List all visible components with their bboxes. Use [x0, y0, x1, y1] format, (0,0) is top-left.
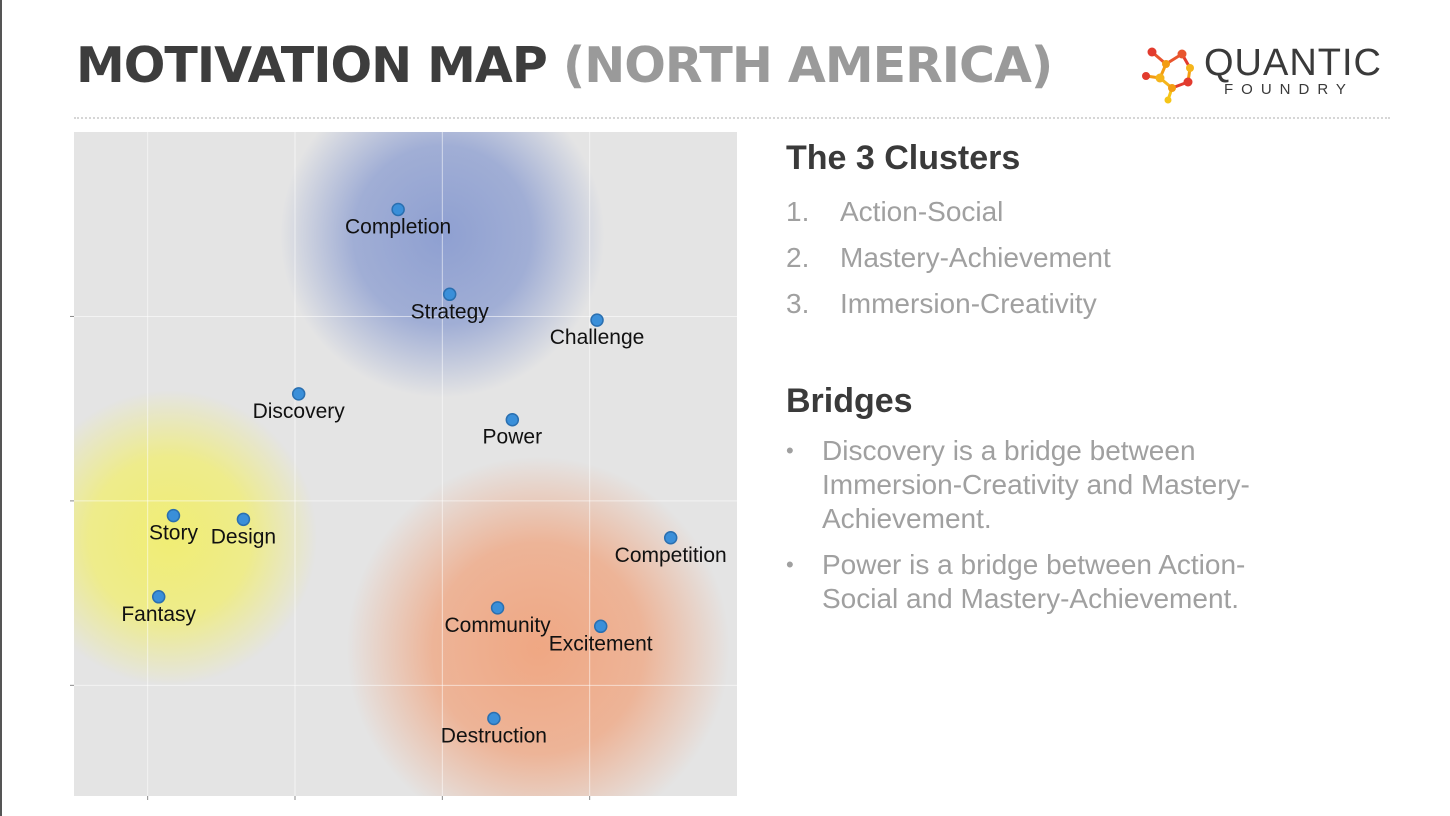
data-point-label: Community — [444, 614, 551, 637]
data-point-label: Power — [483, 426, 543, 449]
bridges-list: • Discovery is a bridge between Immersio… — [786, 434, 1386, 616]
data-point-label: Excitement — [549, 632, 653, 655]
cluster-number: 2. — [786, 241, 810, 273]
title-region: (NORTH AMERICA) — [562, 37, 1053, 94]
data-point — [590, 313, 604, 327]
clusters-heading: The 3 Clusters — [786, 139, 1021, 177]
data-point — [593, 619, 608, 634]
logo-subtitle: FOUNDRY — [1224, 81, 1354, 98]
data-point-label: Competition — [615, 544, 727, 567]
bridge-text: Power is a bridge between Action-Social … — [822, 548, 1246, 614]
data-point — [151, 590, 166, 604]
data-point-label: Discovery — [253, 400, 346, 423]
bridge-item: • Power is a bridge between Action-Socia… — [786, 548, 1302, 616]
cluster-item: 3. Immersion-Creativity — [786, 281, 1386, 327]
data-point — [490, 601, 505, 615]
motivation-map-chart: Completion Strategy Challenge Discovery Powe… — [70, 132, 737, 800]
header-divider — [74, 117, 1390, 119]
data-point — [442, 287, 457, 302]
page-title: MOTIVATION MAP (NORTH AMERICA) — [76, 37, 1053, 94]
data-point-label: Completion — [345, 215, 451, 238]
data-points: Completion Strategy Challenge Discovery Powe… — [121, 202, 727, 748]
cluster-item: 1. Action-Social — [786, 189, 1386, 235]
bridges-heading: Bridges — [786, 381, 913, 420]
bridge-text: Discovery is a bridge between Immersion-… — [822, 434, 1250, 534]
left-edge-rule — [0, 0, 2, 816]
cluster-number: 1. — [786, 195, 810, 227]
data-point — [663, 531, 678, 545]
data-point — [487, 711, 501, 726]
logo-wordmark: QUANTIC — [1204, 42, 1382, 84]
info-panel: The 3 Clusters 1. Action-Social 2. Maste… — [786, 138, 1386, 628]
data-point-label: Challenge — [550, 326, 645, 349]
data-point-label: Strategy — [411, 300, 490, 323]
data-point — [166, 508, 181, 523]
logo-molecule-icon — [1142, 47, 1194, 104]
cluster-number: 3. — [786, 287, 810, 319]
data-point-label: Design — [211, 525, 276, 548]
cluster-region — [74, 390, 318, 686]
bullet-icon: • — [786, 437, 794, 463]
bridge-item: • Discovery is a bridge between Immersio… — [786, 434, 1302, 536]
data-point — [236, 512, 251, 527]
title-main: MOTIVATION MAP — [76, 37, 548, 94]
data-point — [505, 412, 520, 427]
data-point — [391, 202, 405, 217]
bullet-icon: • — [786, 551, 794, 577]
clusters-list: 1. Action-Social 2. Mastery-Achievement … — [786, 189, 1386, 327]
data-point-label: Fantasy — [121, 603, 196, 626]
grid-lines — [70, 132, 737, 800]
data-point-label: Story — [149, 522, 199, 545]
cluster-label: Mastery-Achievement — [840, 241, 1111, 273]
cluster-label: Immersion-Creativity — [840, 287, 1097, 319]
quantic-foundry-logo: QUANTIC FOUNDRY — [1138, 42, 1398, 104]
data-point — [291, 387, 306, 401]
cluster-item: 2. Mastery-Achievement — [786, 235, 1386, 281]
data-point-label: Destruction — [441, 725, 547, 748]
cluster-label: Action-Social — [840, 195, 1004, 227]
